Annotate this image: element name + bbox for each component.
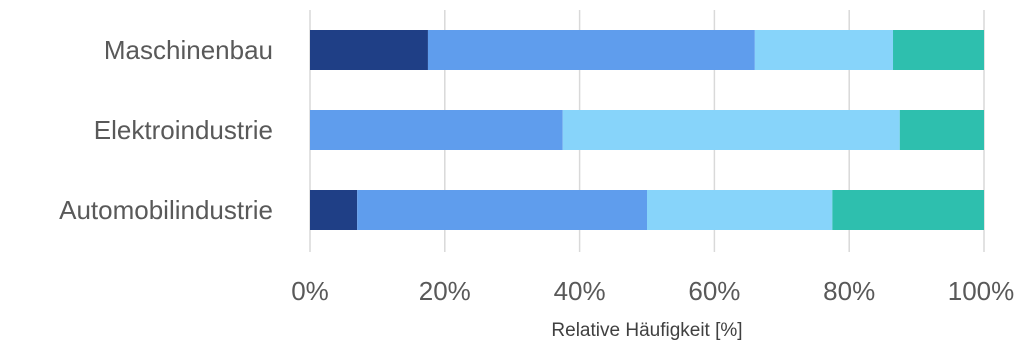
- bar-segment: [899, 110, 984, 150]
- bar-segment: [754, 30, 894, 70]
- bar-segment: [357, 190, 647, 230]
- bar-segment: [310, 190, 358, 230]
- category-label: Elektroindustrie: [94, 115, 273, 145]
- bar-segment: [562, 110, 900, 150]
- x-tick-labels: 0% 20% 40% 60% 80% 100%: [291, 276, 1014, 306]
- x-tick-label: 80%: [823, 276, 875, 306]
- bar-segment: [832, 190, 984, 230]
- category-label: Automobilindustrie: [59, 195, 273, 225]
- category-label: Maschinenbau: [104, 35, 273, 65]
- bar-segment: [647, 190, 833, 230]
- bars: [310, 30, 984, 230]
- x-tick-label: 60%: [688, 276, 740, 306]
- x-tick-label: 20%: [419, 276, 471, 306]
- x-tick-label: 0%: [291, 276, 329, 306]
- category-labels: Maschinenbau Elektroindustrie Automobilind…: [59, 35, 273, 225]
- bar-segment: [893, 30, 984, 70]
- x-tick-label: 100%: [948, 276, 1015, 306]
- x-axis-title: Relative Häufigkeit [%]: [551, 320, 742, 341]
- bar-segment: [310, 110, 563, 150]
- bar-segment: [427, 30, 755, 70]
- x-tick-label: 40%: [554, 276, 606, 306]
- bar-segment: [310, 30, 428, 70]
